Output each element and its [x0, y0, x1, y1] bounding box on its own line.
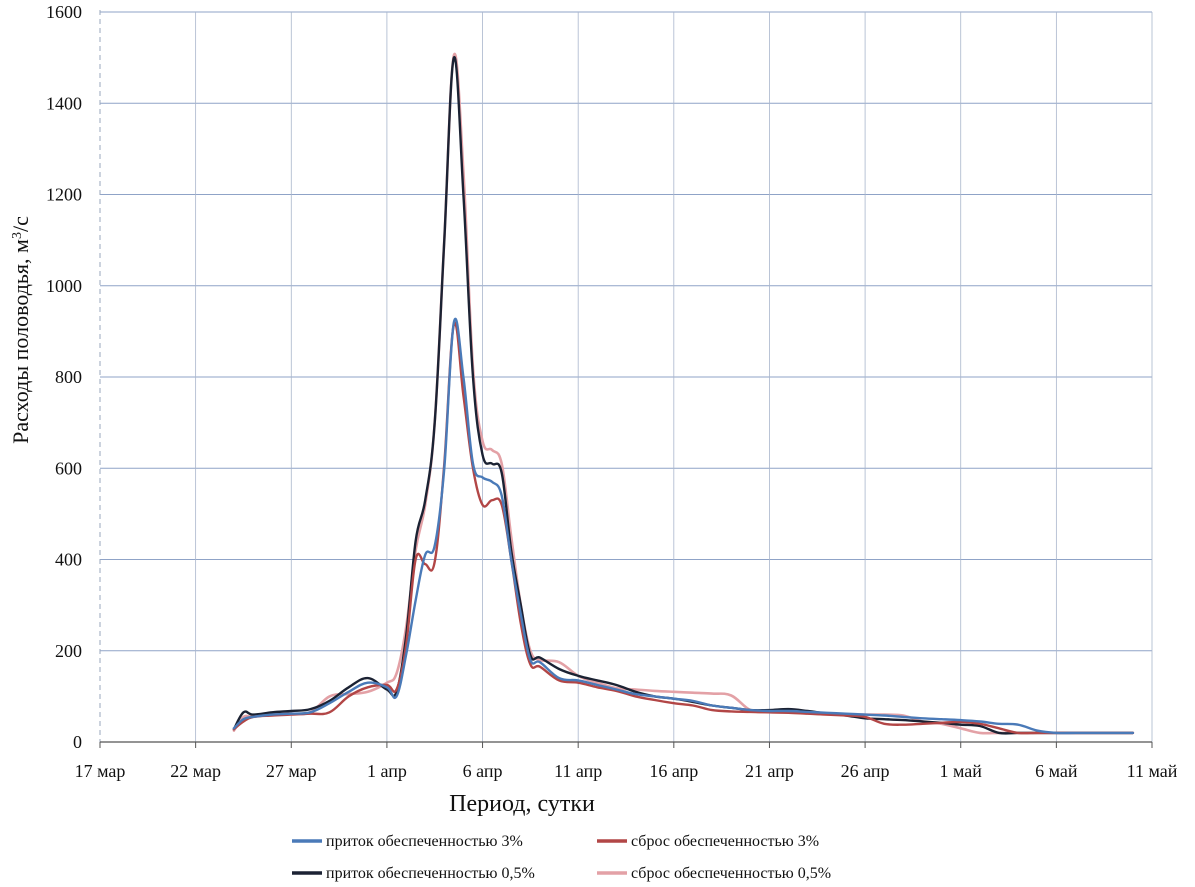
x-tick-label: 22 мар: [170, 761, 221, 781]
y-tick-labels: 0 200 400 600 800 1000 1200 1400 1600: [46, 2, 82, 752]
x-tick-label: 1 апр: [367, 761, 407, 781]
x-tick-label: 11 май: [1127, 761, 1178, 781]
axes: [99, 10, 1152, 743]
y-tick-label: 400: [55, 550, 82, 570]
x-tick-labels: 17 мар 22 мар 27 мар 1 апр 6 апр 11 апр 16 апр…: [75, 761, 1178, 781]
y-tick-label: 1600: [46, 2, 82, 22]
legend-label: сброс обеспеченностью 3%: [631, 833, 819, 850]
y-tick-label: 600: [55, 458, 82, 478]
y-tick-label: 200: [55, 641, 82, 661]
y-tick-label: 1400: [46, 93, 82, 113]
y-axis-title: Расходы половодья, м3/с: [8, 216, 33, 444]
series-line: [232, 52, 1135, 735]
series-line: [232, 321, 1135, 735]
x-tick-label: 17 мар: [75, 761, 126, 781]
legend-label: сброс обеспеченностью 0,5%: [631, 865, 831, 882]
x-tick-label: 6 апр: [463, 761, 503, 781]
y-axis-title-main: Расходы половодья, м: [8, 239, 33, 444]
x-tick-label: 16 апр: [649, 761, 698, 781]
series-lines: [232, 52, 1135, 735]
x-tick-label: 11 апр: [554, 761, 602, 781]
x-tick-label: 21 апр: [745, 761, 794, 781]
y-axis-title-tail: /с: [8, 216, 33, 232]
y-axis-title-sup: 3: [10, 232, 25, 239]
series-line: [232, 56, 1135, 735]
x-axis-title: Период, сутки: [449, 791, 595, 817]
series-line: [232, 317, 1135, 735]
y-tick-label: 800: [55, 367, 82, 387]
grid-lines: [99, 11, 1153, 748]
x-tick-label: 27 мар: [266, 761, 317, 781]
y-tick-label: 1000: [46, 276, 82, 296]
legend-label: приток обеспеченностью 3%: [326, 833, 523, 850]
legend: приток обеспеченностью 3% сброс обеспечен…: [292, 833, 831, 882]
x-tick-label: 6 май: [1035, 761, 1078, 781]
legend-label: приток обеспеченностью 0,5%: [326, 865, 535, 882]
y-tick-label: 0: [73, 732, 82, 752]
y-tick-label: 1200: [46, 185, 82, 205]
x-tick-label: 1 май: [940, 761, 983, 781]
x-tick-label: 26 апр: [841, 761, 890, 781]
